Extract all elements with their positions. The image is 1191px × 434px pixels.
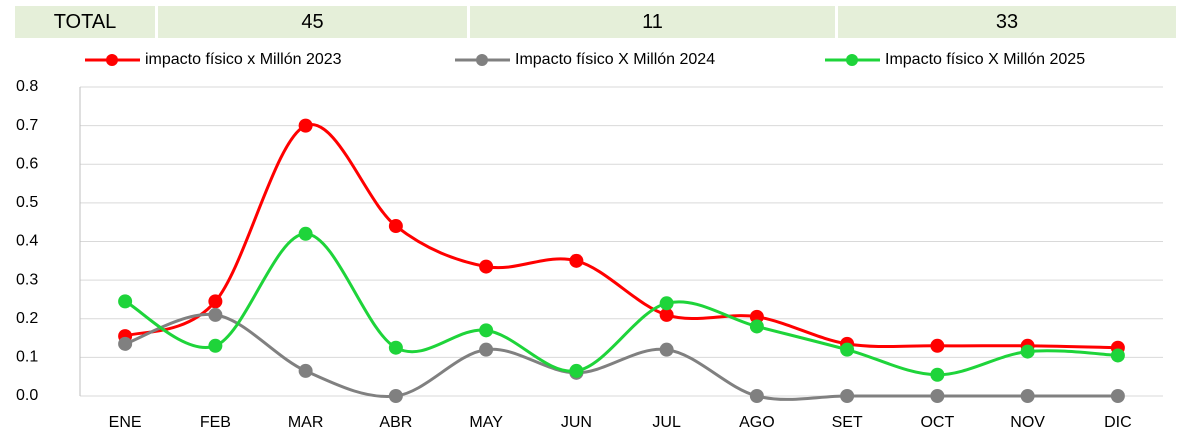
x-tick-label: MAR: [288, 414, 324, 431]
series-line: [124, 122, 1118, 350]
point: [930, 389, 945, 403]
point: [840, 389, 855, 403]
x-tick-label: FEB: [200, 414, 231, 431]
x-tick-label: JUL: [652, 414, 681, 431]
point: [118, 294, 133, 309]
point: [1020, 389, 1035, 403]
legend-label: impacto físico x Millón 2023: [145, 51, 342, 68]
total-value: 11: [470, 6, 835, 38]
x-tick-label: OCT: [920, 414, 954, 431]
point: [1110, 389, 1125, 403]
point: [749, 389, 764, 403]
total-value: 45: [158, 6, 467, 38]
totals-label: TOTAL: [15, 6, 155, 38]
point: [479, 323, 494, 338]
point: [208, 338, 223, 353]
y-tick-label: 0.3: [16, 271, 38, 288]
point: [118, 336, 133, 351]
point: [659, 296, 674, 311]
x-tick-label: AGO: [739, 414, 775, 431]
point: [1110, 348, 1125, 363]
point: [208, 307, 223, 322]
y-tick-label: 0.0: [16, 387, 38, 404]
y-tick-label: 0.6: [16, 155, 38, 172]
series-line: [124, 232, 1118, 377]
x-tick-label: ENE: [109, 414, 142, 431]
legend-marker: [106, 54, 118, 66]
y-tick-label: 0.1: [16, 349, 38, 366]
y-tick-label: 0.8: [16, 78, 38, 95]
y-tick-label: 0.4: [16, 233, 38, 250]
x-tick-label: NOV: [1010, 414, 1045, 431]
legend-label: Impacto físico X Millón 2025: [885, 51, 1085, 68]
point: [479, 342, 494, 357]
point: [569, 253, 584, 268]
legend-marker: [476, 54, 488, 66]
y-tick-label: 0.7: [16, 117, 38, 134]
y-tick-label: 0.2: [16, 310, 38, 327]
point: [388, 219, 403, 234]
point: [298, 118, 313, 133]
point: [749, 319, 764, 334]
point: [659, 342, 674, 357]
point: [569, 363, 584, 378]
point: [840, 342, 855, 357]
legend-marker: [846, 54, 858, 66]
x-tick-label: ABR: [379, 414, 412, 431]
legend-label: Impacto físico X Millón 2024: [515, 51, 715, 68]
x-tick-label: SET: [832, 414, 863, 431]
point: [388, 340, 403, 355]
point: [930, 338, 945, 353]
point: [479, 259, 494, 274]
point: [749, 309, 764, 324]
point: [1020, 344, 1035, 359]
point: [388, 389, 403, 403]
point: [298, 363, 313, 378]
point: [298, 226, 313, 241]
y-tick-label: 0.5: [16, 194, 38, 211]
x-tick-label: JUN: [561, 414, 592, 431]
x-tick-label: MAY: [469, 414, 503, 431]
point: [930, 367, 945, 382]
point: [659, 307, 674, 322]
point: [208, 294, 223, 309]
total-value: 33: [838, 6, 1176, 38]
x-tick-label: DIC: [1104, 414, 1132, 431]
